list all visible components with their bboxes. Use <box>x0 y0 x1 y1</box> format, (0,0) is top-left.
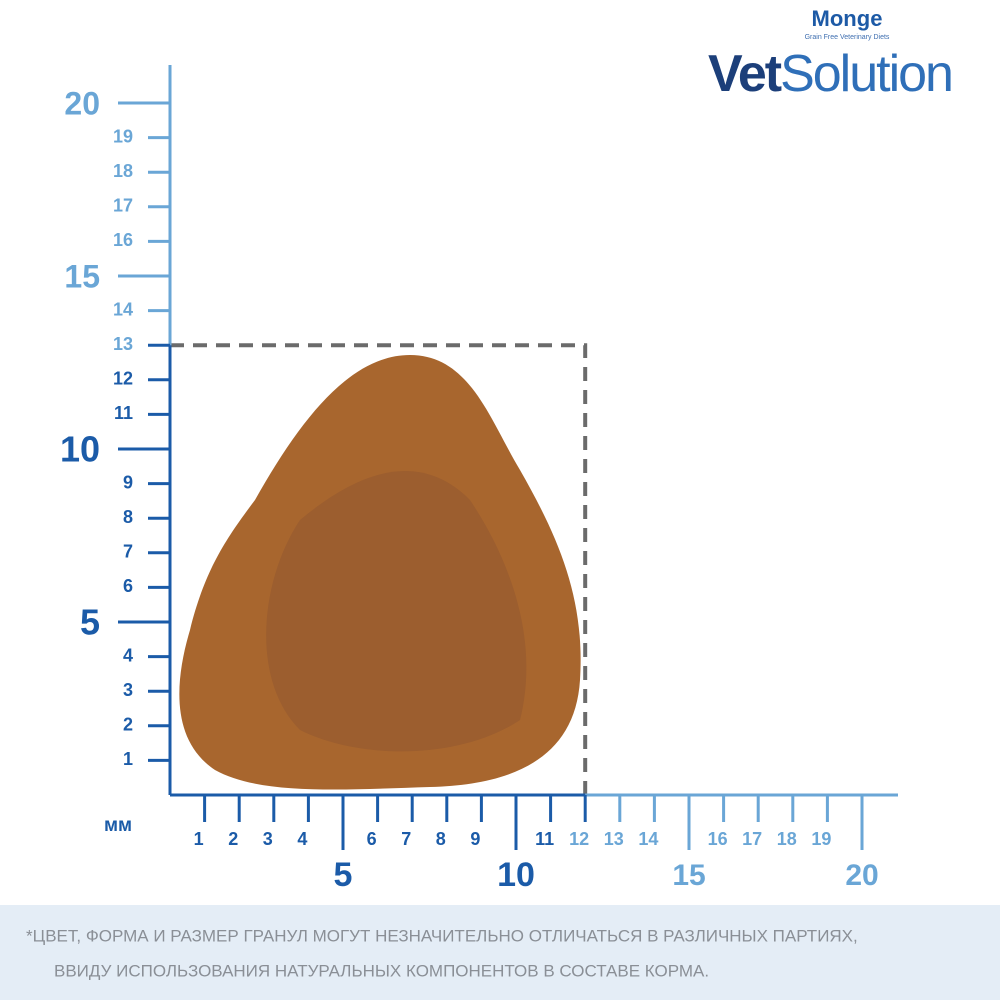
y-tick-label: 18 <box>113 161 133 181</box>
x-tick-label: 19 <box>811 829 831 849</box>
x-tick-label: 7 <box>401 829 411 849</box>
x-tick-label: 17 <box>742 829 762 849</box>
y-major-label: 5 <box>80 602 100 643</box>
y-tick-label: 11 <box>114 403 133 423</box>
x-major-label: 20 <box>845 859 878 892</box>
x-tick-label: 16 <box>708 829 728 849</box>
x-tick-label: 8 <box>436 829 446 849</box>
kibble-shade <box>266 471 527 752</box>
y-tick-label: 9 <box>123 472 133 492</box>
product-light: Solution <box>780 45 952 103</box>
y-tick-label: 16 <box>113 230 133 250</box>
x-tick-label: 1 <box>194 829 204 849</box>
y-tick-label: 12 <box>113 369 133 389</box>
x-tick-label: 3 <box>263 829 273 849</box>
y-tick-label: 14 <box>113 299 133 319</box>
y-tick-label: 2 <box>123 715 133 735</box>
footnote-line: ВВИДУ ИСПОЛЬЗОВАНИЯ НАТУРАЛЬНЫХ КОМПОНЕН… <box>54 961 709 980</box>
y-tick-label: 1 <box>123 749 133 769</box>
y-tick-label: 6 <box>123 576 133 596</box>
product-bold: Vet <box>708 45 782 103</box>
y-major-label: 15 <box>64 258 100 294</box>
y-tick-label: 7 <box>123 542 133 562</box>
x-tick-label: 4 <box>297 829 307 849</box>
x-tick-label: 9 <box>470 829 480 849</box>
brand-name: Monge <box>812 6 883 31</box>
x-tick-label: 13 <box>604 829 624 849</box>
x-major-label: 10 <box>497 856 535 894</box>
product-line: VetSolution <box>708 45 952 103</box>
brand-tagline: Grain Free Veterinary Diets <box>805 34 890 41</box>
y-tick-label: 3 <box>123 680 133 700</box>
y-major-label: 10 <box>60 429 100 470</box>
x-tick-label: 6 <box>367 829 377 849</box>
unit-label: мм <box>104 815 132 836</box>
y-tick-label: 4 <box>123 645 133 665</box>
y-tick-label: 17 <box>113 196 133 216</box>
x-tick-label: 12 <box>569 829 589 849</box>
footnote-band <box>0 905 1000 1000</box>
x-tick-label: 18 <box>777 829 797 849</box>
x-tick-label: 14 <box>638 829 658 849</box>
x-major-label: 15 <box>672 859 705 892</box>
size-box <box>170 343 588 795</box>
y-tick-label: 19 <box>113 126 133 146</box>
x-tick-label: 11 <box>535 829 554 849</box>
x-major-label: 5 <box>334 856 353 894</box>
x-tick-label: 2 <box>228 829 238 849</box>
footnote-line: *ЦВЕТ, ФОРМА И РАЗМЕР ГРАНУЛ МОГУТ НЕЗНА… <box>26 926 858 945</box>
y-major-label: 20 <box>64 85 100 121</box>
y-tick-label: 8 <box>123 507 133 527</box>
y-tick-label: 13 <box>113 334 133 354</box>
